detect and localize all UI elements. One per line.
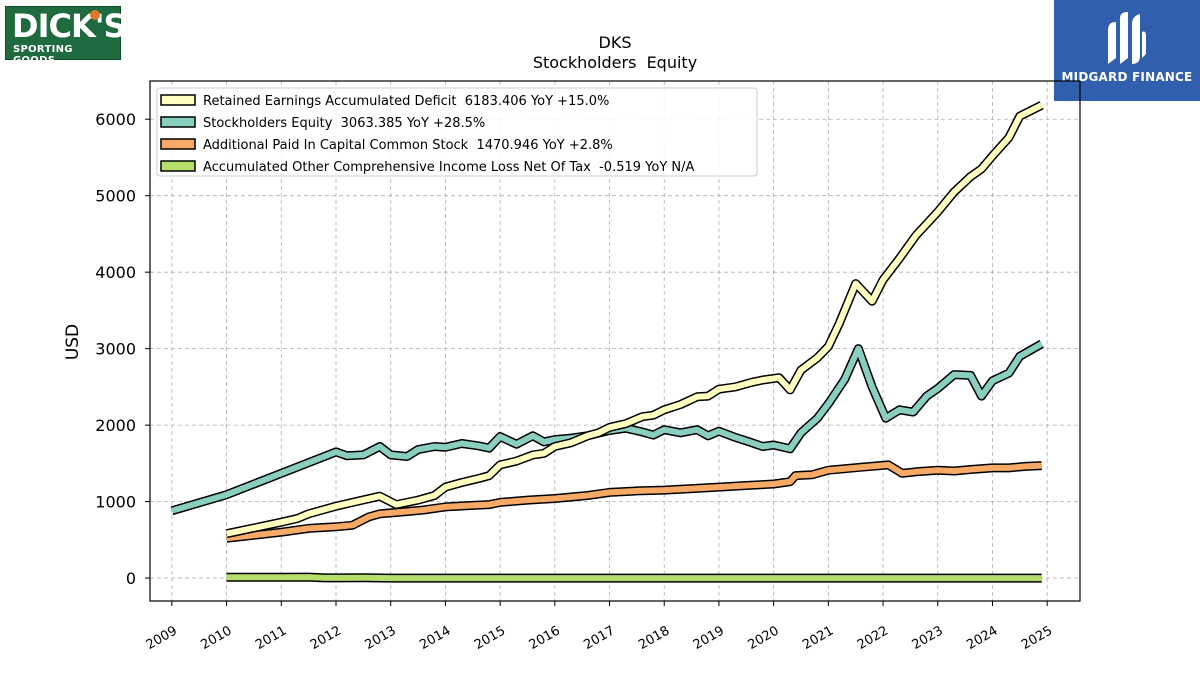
dicks-sporting-goods-logo: DICK'S SPORTING GOODS. xyxy=(5,6,127,66)
y-tick-label-1: 1000 xyxy=(95,493,136,512)
x-tick-label-5: 2014 xyxy=(417,623,453,653)
x-tick-label-16: 2025 xyxy=(1019,623,1055,653)
x-tick-label-13: 2022 xyxy=(855,623,891,653)
logo-left-line1: DICK'S xyxy=(12,7,127,45)
x-tick-label-2: 2011 xyxy=(253,623,289,653)
legend-swatch-1 xyxy=(160,116,196,128)
x-tick-label-3: 2012 xyxy=(308,623,344,653)
x-tick-label-15: 2024 xyxy=(964,623,1000,653)
logo-left-line2: SPORTING GOODS. xyxy=(13,44,73,66)
series-line-1 xyxy=(171,341,1044,514)
midgard-finance-logo: MIDGARD FINANCE xyxy=(1054,0,1200,101)
y-tick-label-6: 6000 xyxy=(95,110,136,129)
x-tick-label-10: 2019 xyxy=(691,623,727,653)
legend-swatch-3 xyxy=(160,160,196,172)
x-tick-label-9: 2018 xyxy=(636,623,672,653)
axis-ticks: 0 1000 2000 3000 4000 5000 6000 2009 2010 2011 201… xyxy=(95,110,1055,653)
legend: Retained Earnings Accumulated Deficit 61… xyxy=(156,87,758,177)
legend-box xyxy=(156,87,758,177)
legend-swatch-2 xyxy=(160,138,196,150)
x-tick-label-14: 2023 xyxy=(910,623,946,653)
legend-label-3: Accumulated Other Comprehensive Income L… xyxy=(203,160,694,175)
y-tick-label-5: 5000 xyxy=(95,187,136,206)
chart-subtitle: Stockholders Equity xyxy=(533,53,697,72)
x-tick-label-8: 2017 xyxy=(581,623,617,653)
series-line-0 xyxy=(225,102,1044,537)
x-tick-label-12: 2021 xyxy=(800,623,836,653)
chart-title: DKS xyxy=(599,33,632,52)
x-tick-label-0: 2009 xyxy=(144,623,180,653)
legend-label-0: Retained Earnings Accumulated Deficit 61… xyxy=(203,94,609,109)
y-tick-label-2: 2000 xyxy=(95,416,136,435)
y-tick-label-3: 3000 xyxy=(95,340,136,359)
x-tick-label-1: 2010 xyxy=(198,623,234,653)
y-tick-label-4: 4000 xyxy=(95,263,136,282)
logo-right-caption: MIDGARD FINANCE xyxy=(1061,70,1193,84)
series-line-2 xyxy=(226,461,1042,542)
x-tick-label-4: 2013 xyxy=(363,623,399,653)
legend-label-2: Additional Paid In Capital Common Stock … xyxy=(203,138,613,153)
legend-swatch-0 xyxy=(160,94,196,106)
x-tick-label-11: 2020 xyxy=(745,623,781,653)
y-tick-label-0: 0 xyxy=(126,569,136,588)
x-tick-label-7: 2016 xyxy=(527,623,563,653)
y-axis-label: USD xyxy=(63,324,83,360)
basketball-icon xyxy=(90,10,100,20)
midgard-mark-icon xyxy=(1108,12,1146,64)
series-line-3 xyxy=(226,574,1042,582)
plot-frame xyxy=(149,80,1081,602)
series-lines xyxy=(170,101,1044,583)
legend-label-1: Stockholders Equity 3063.385 YoY +28.5% xyxy=(203,116,485,131)
x-tick-label-6: 2015 xyxy=(472,623,508,653)
